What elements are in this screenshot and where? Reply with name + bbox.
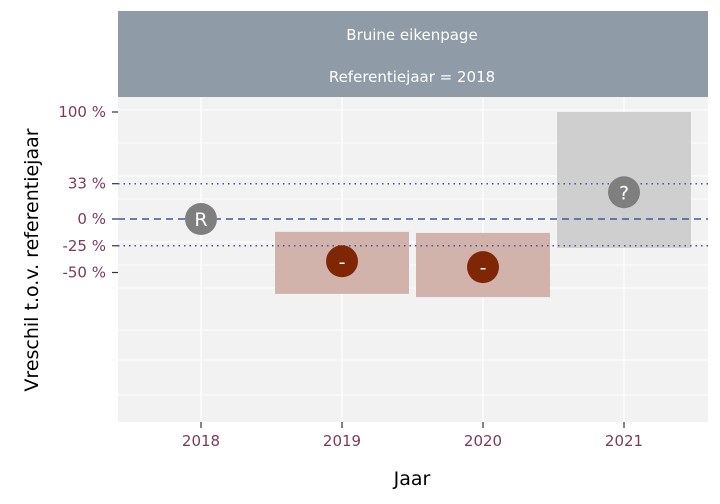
- estimate-symbol-2020: -: [480, 257, 487, 279]
- y-tick-label: -50 %: [62, 264, 106, 282]
- y-tick-label: 0 %: [77, 210, 106, 228]
- x-tick-label: 2018: [182, 432, 220, 450]
- estimate-point-2021: [608, 176, 640, 209]
- strip-reference: Referentiejaar = 2018: [329, 68, 495, 86]
- y-axis: 100 % 33 % 0 % -25 % -50 %: [58, 103, 118, 282]
- y-tick-label: 100 %: [58, 103, 106, 121]
- strip-background: [118, 11, 708, 97]
- estimate-point-2019: [326, 245, 358, 278]
- y-tick-label: 33 %: [68, 175, 106, 193]
- x-axis-title: Jaar: [393, 468, 431, 490]
- estimate-point-2018: [185, 203, 217, 235]
- y-tick-label: -25 %: [62, 237, 106, 255]
- estimate-symbol-2018: R: [194, 209, 207, 231]
- x-tick-label: 2020: [464, 432, 502, 450]
- y-axis-title: Vreschil t.o.v. referentiejaar: [21, 128, 43, 391]
- x-tick-label: 2021: [605, 432, 643, 450]
- x-axis: 2018 2019 2020 2021: [182, 422, 643, 450]
- estimate-point-2020: [467, 251, 499, 284]
- x-tick-label: 2019: [323, 432, 361, 450]
- estimate-points: R - -?: [185, 176, 640, 284]
- interval-bands: [275, 112, 691, 298]
- estimate-symbol-2021: ?: [619, 182, 629, 204]
- strip-species: Bruine eikenpage: [346, 26, 477, 44]
- estimate-symbol-2019: -: [339, 251, 346, 273]
